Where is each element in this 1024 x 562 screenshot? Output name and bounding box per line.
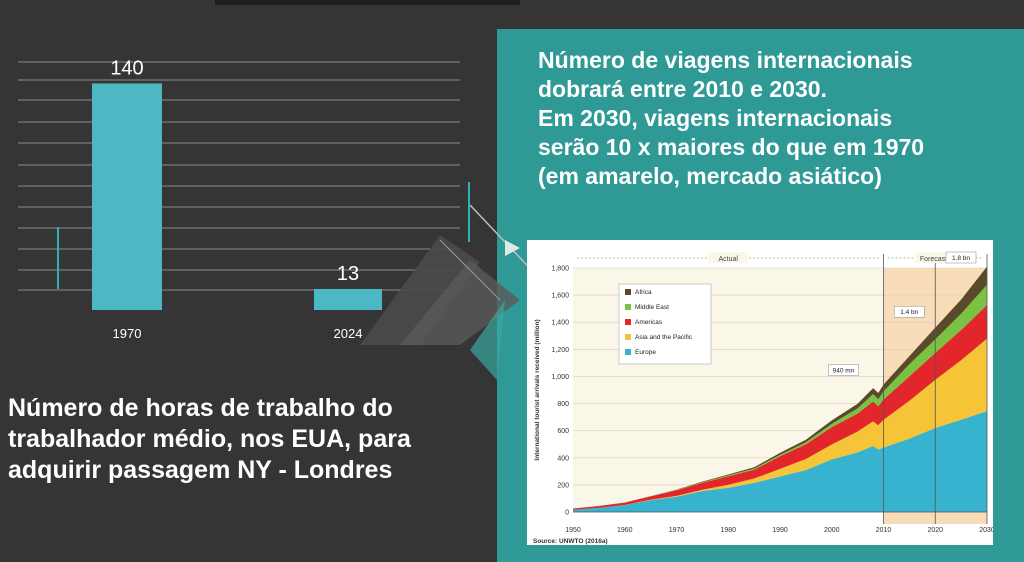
caption-line-2: trabalhador médio, nos EUA, para <box>8 425 411 453</box>
y-tick-label: 1,400 <box>551 320 569 327</box>
tourist-arrivals-area-chart: Actual Forecasts 0 200 400 600 800 1,000 1,200 1,… <box>533 251 995 545</box>
legend-swatch <box>625 319 631 325</box>
period-label-forecasts-bg <box>915 252 956 263</box>
annotation-label: 1.4 bn <box>900 309 918 316</box>
x-tick-label: 1970 <box>113 326 142 341</box>
y-tick-label: 1,600 <box>551 293 569 300</box>
x-tick-label: 1960 <box>617 527 633 534</box>
legend-swatch <box>625 289 631 295</box>
legend-swatch <box>625 334 631 340</box>
bar-2024 <box>314 288 382 310</box>
y-tick-label: 200 <box>557 482 569 489</box>
y-tick-label: 1,200 <box>551 347 569 354</box>
title-line-2: dobrará entre 2010 e 2030. <box>538 76 827 102</box>
tourist-arrivals-chart-card: Actual Forecasts 0 200 400 600 800 1,000 1,200 1,… <box>527 240 995 545</box>
bar-value-label: 140 <box>110 57 143 79</box>
period-label-actual: Actual <box>719 256 739 263</box>
top-bar <box>215 0 520 5</box>
y-tick-label: 600 <box>557 428 569 435</box>
x-tick-label: 2000 <box>824 527 840 534</box>
bar-value-label: 13 <box>337 263 359 285</box>
legend-entry: Africa <box>635 289 652 296</box>
y-tick-label: 800 <box>557 401 569 408</box>
y-tick-label: 1,800 <box>551 266 569 273</box>
caption-line-3: adquirir passagem NY - Londres <box>8 456 393 484</box>
annotation-box <box>945 251 977 264</box>
work-hours-bar-chart: 140 13 1970 2024 <box>18 57 460 341</box>
y-tick-label: 400 <box>557 455 569 462</box>
legend-entry: Europe <box>635 349 656 356</box>
area-asia-and-the-pacific <box>573 338 987 510</box>
legend-entry: Asia and the Pacific <box>635 334 693 341</box>
x-tick-label: 2020 <box>927 527 943 534</box>
period-label-actual-bg <box>708 252 749 263</box>
annotation-box <box>894 305 925 318</box>
title-line-1: Número de viagens internacionais <box>538 47 913 73</box>
legend-swatch <box>625 349 631 355</box>
annotation-box <box>828 364 859 376</box>
legend-swatch <box>625 304 631 310</box>
y-tick-label: 0 <box>565 510 569 517</box>
work-hours-caption: Número de horas de trabalho do trabalhad… <box>8 393 488 486</box>
title-line-3: Em 2030, viagens internacionais <box>538 105 893 131</box>
caption-line-1: Número de horas de trabalho do <box>8 394 393 422</box>
legend-entry: Middle East <box>635 304 669 311</box>
teal-accent-line-2 <box>468 182 470 242</box>
x-tick-label: 2010 <box>876 527 892 534</box>
x-tick-label: 2030 <box>979 527 993 534</box>
period-label-forecasts: Forecasts <box>920 256 951 263</box>
legend-entry: Americas <box>635 319 663 326</box>
title-line-4: serão 10 x maiores do que em 1970 <box>538 134 925 160</box>
travel-growth-title: Número de viagens internacionais dobrará… <box>538 46 1008 191</box>
source-note: Source: UNWTO (2016a) <box>533 538 608 545</box>
bar-1970 <box>92 83 162 310</box>
x-tick-label: 1970 <box>669 527 685 534</box>
annotation-label: 940 mn <box>833 368 855 375</box>
teal-accent-line <box>57 227 59 289</box>
annotation-label: 1.8 bn <box>952 255 970 262</box>
x-tick-label: 1990 <box>772 527 788 534</box>
title-line-5: (em amarelo, mercado asiático) <box>538 163 882 189</box>
x-tick-label: 1950 <box>565 527 581 534</box>
y-tick-label: 1,000 <box>551 374 569 381</box>
x-tick-label: 2024 <box>334 326 363 341</box>
legend <box>618 283 712 365</box>
x-tick-label: 1980 <box>720 527 736 534</box>
y-axis-label: International tourist arrivals received … <box>534 319 541 460</box>
area-americas <box>573 305 987 510</box>
